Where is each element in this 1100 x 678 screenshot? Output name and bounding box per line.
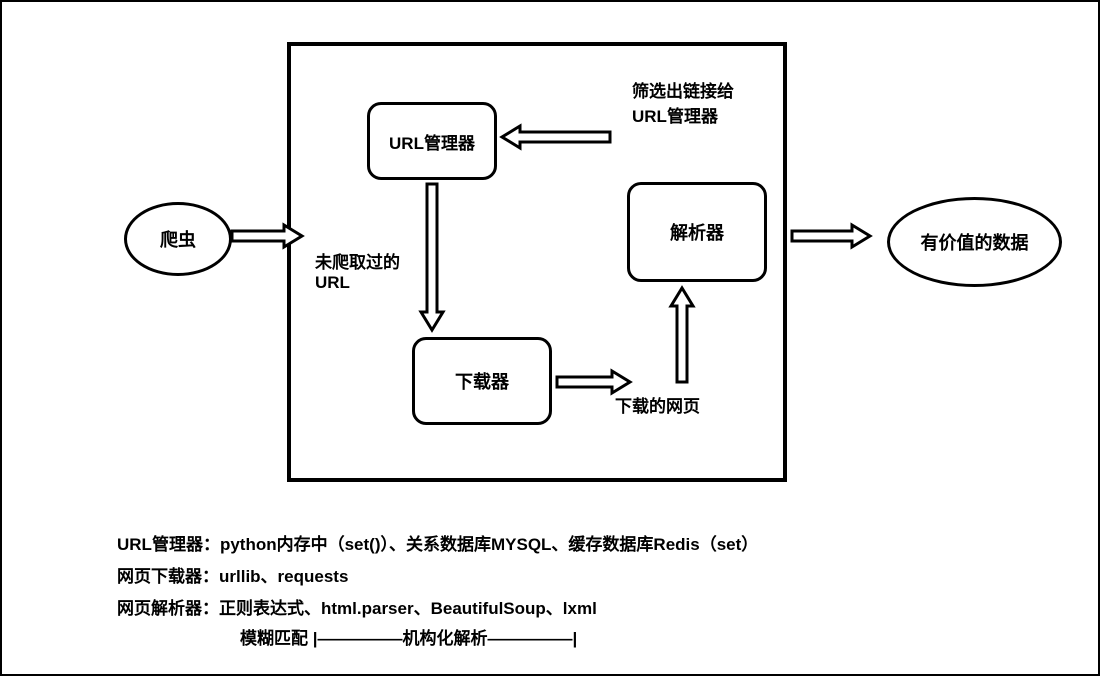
footer-line-downloader: 网页下载器：urllib、requests (117, 562, 348, 587)
footer-line-parser: 网页解析器：正则表达式、html.parser、BeautifulSoup、lx… (117, 594, 597, 619)
edge-label-uncrawled-url: 未爬取过的 URL (315, 248, 400, 293)
diagram-canvas: 爬虫 URL管理器 下载器 解析器 有价值的数据 未爬取过的 URL 筛选出链接… (0, 0, 1100, 676)
edge-label-filter-links: 筛选出链接给 URL管理器 (632, 77, 734, 127)
footer-line-parser-sub: 模糊匹配 |—————机构化解析—————| (240, 624, 577, 649)
edge-label-downloaded-page: 下载的网页 (615, 392, 700, 417)
footer-line-url-manager: URL管理器：python内存中（set()）、关系数据库MYSQL、缓存数据库… (117, 530, 758, 555)
